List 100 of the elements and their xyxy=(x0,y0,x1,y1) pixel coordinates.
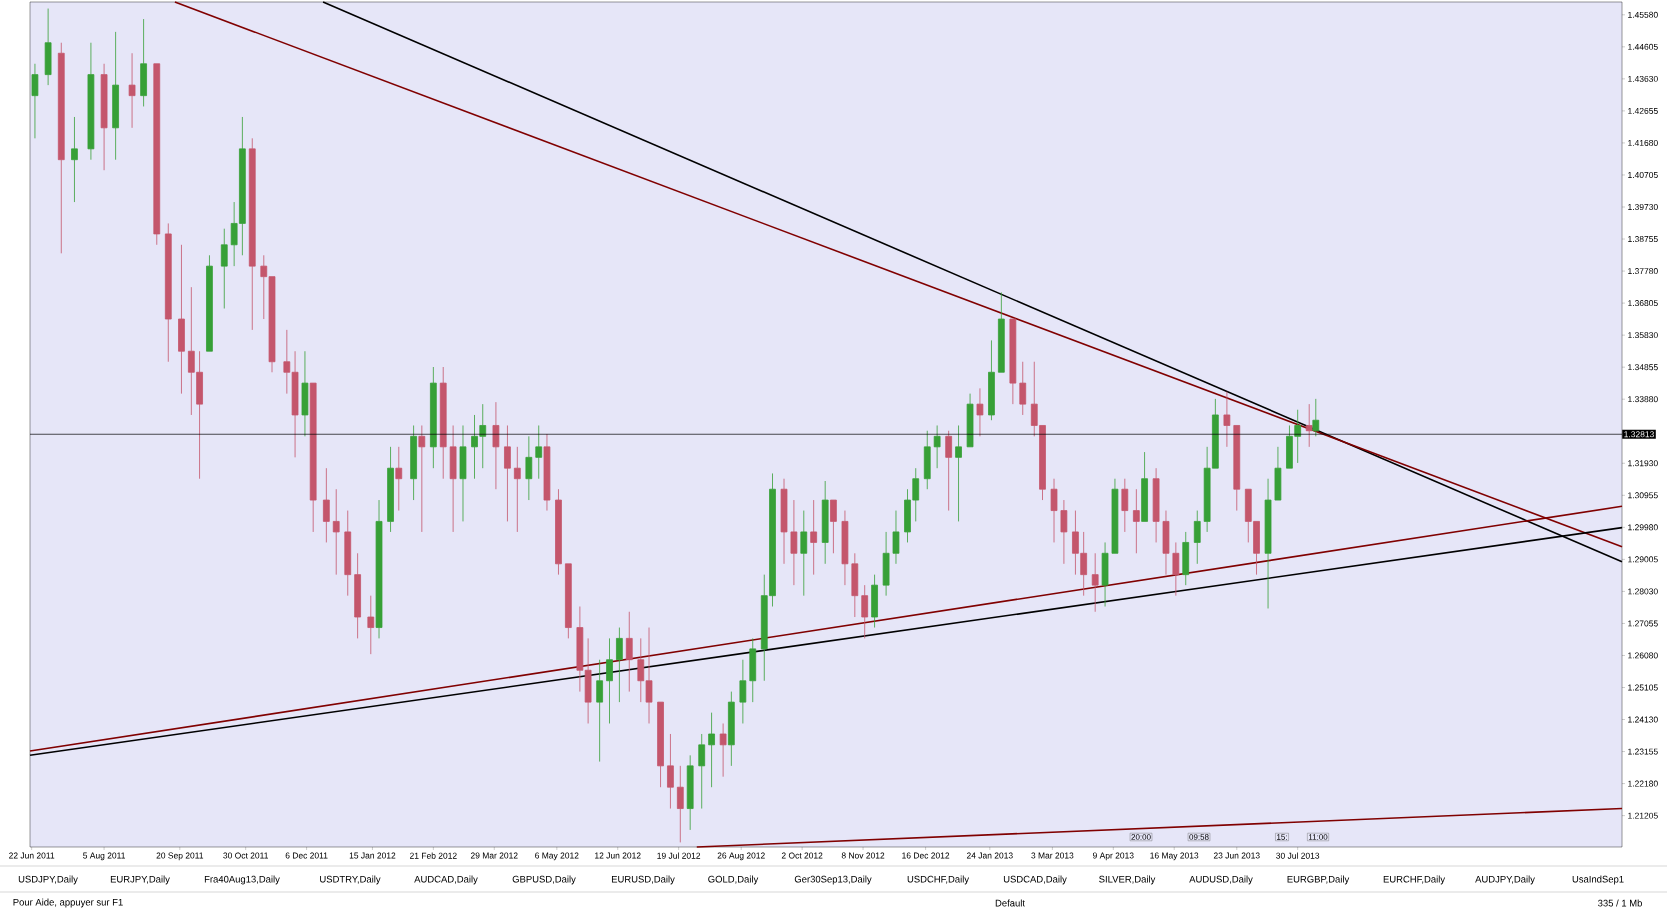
y-tick-label: 1.28030 xyxy=(1628,588,1658,595)
candlestick xyxy=(955,425,962,522)
text: 335 / 1 Mb xyxy=(1598,899,1642,907)
candlestick xyxy=(739,659,747,724)
candlestick xyxy=(1182,531,1190,586)
candlestick xyxy=(525,435,533,501)
text: AUDUSD,Daily xyxy=(1189,875,1253,885)
candlestick xyxy=(44,8,52,86)
text: SILVER,Daily xyxy=(1099,875,1156,885)
x-tick-label: 15 Jan 2012 xyxy=(349,852,396,859)
text: EURUSD,Daily xyxy=(611,875,675,885)
candlestick xyxy=(841,510,849,586)
candlestick xyxy=(780,478,788,565)
candlestick xyxy=(1121,478,1129,533)
x-tick-label: 6 Dec 2011 xyxy=(285,852,328,859)
candlestick xyxy=(367,595,375,655)
candlestick xyxy=(698,733,706,809)
y-tick-label: 1.40705 xyxy=(1628,171,1658,178)
candlestick xyxy=(178,244,185,395)
x-tick-label: 24 Jan 2013 xyxy=(966,852,1013,859)
candlestick xyxy=(100,63,108,171)
x-tick-label: 23 Jun 2013 xyxy=(1213,852,1260,859)
candlestick xyxy=(1050,478,1058,543)
candlestick xyxy=(87,42,95,161)
candlestick xyxy=(892,510,900,565)
text: USDTRY,Daily xyxy=(320,875,381,885)
y-tick-label: 1.25105 xyxy=(1628,684,1658,691)
candlestick xyxy=(513,446,521,533)
x-tick-label: 12 Jun 2012 xyxy=(595,852,641,859)
candlestick xyxy=(821,480,829,565)
y-tick-label: 1.31930 xyxy=(1628,460,1658,467)
candlestick xyxy=(800,510,808,597)
x-tick-label: 9 Apr 2013 xyxy=(1092,852,1134,861)
y-tick-label: 1.41680 xyxy=(1628,139,1658,146)
y-tick-label: 1.44605 xyxy=(1628,43,1658,50)
x-tick-label: 30 Jul 2013 xyxy=(1276,852,1320,859)
candlestick xyxy=(140,18,147,107)
candlestick xyxy=(933,425,941,469)
candlestick xyxy=(749,637,757,703)
text: UsaIndSep1 xyxy=(1572,875,1624,885)
text: USDJPY,Daily xyxy=(18,875,78,885)
candlestick xyxy=(164,223,172,363)
candlestick xyxy=(1162,510,1170,576)
candlestick xyxy=(686,754,694,831)
candlestick xyxy=(248,137,256,331)
ref-line-label: 1.32813 xyxy=(1624,431,1654,438)
x-tick-label: 5 Aug 2011 xyxy=(83,852,126,861)
candlestick xyxy=(332,488,340,576)
candlestick xyxy=(1060,499,1068,565)
candlestick xyxy=(555,488,562,576)
text: Fra40Aug13,Daily xyxy=(204,875,280,885)
y-tick-label: 1.36805 xyxy=(1628,300,1658,307)
text: Default xyxy=(995,899,1025,907)
x-tick-label: 29 Mar 2012 xyxy=(470,852,518,859)
y-tick-label: 1.45580 xyxy=(1628,11,1658,18)
candlestick xyxy=(606,637,613,724)
y-tick-label: 1.34855 xyxy=(1628,364,1658,371)
x-tick-label: 26 Aug 2012 xyxy=(717,852,765,861)
candlestick xyxy=(112,31,119,161)
y-tick-label: 1.43630 xyxy=(1628,75,1658,82)
candlestick xyxy=(418,425,426,533)
candlestick xyxy=(1223,391,1231,448)
candlestick xyxy=(596,659,603,762)
candlestick xyxy=(810,499,818,576)
candlestick xyxy=(535,425,543,480)
y-tick-label: 1.37780 xyxy=(1628,268,1658,275)
candlestick xyxy=(861,584,869,639)
y-tick-label: 1.23155 xyxy=(1628,748,1658,755)
candlestick xyxy=(71,116,78,203)
y-tick-label: 1.27055 xyxy=(1628,620,1658,627)
candlestick xyxy=(1091,552,1099,613)
candlestick xyxy=(429,366,437,469)
candlestick xyxy=(625,611,633,692)
y-tick-label: 1.39730 xyxy=(1628,204,1658,210)
y-tick-label: 1.35830 xyxy=(1628,332,1658,339)
candlestick xyxy=(31,63,39,139)
candlestick xyxy=(851,552,859,618)
y-tick-label: 1.26080 xyxy=(1628,652,1658,659)
x-tick-label: 16 May 2013 xyxy=(1150,852,1199,861)
candlestick xyxy=(543,433,551,511)
candlestick xyxy=(719,723,727,778)
x-tick-label: 2 Oct 2012 xyxy=(781,852,823,859)
candlestick xyxy=(882,531,890,597)
text: Ger30Sep13,Daily xyxy=(794,875,872,885)
x-tick-label: 6 May 2012 xyxy=(535,852,579,861)
text: EURJPY,Daily xyxy=(110,875,170,885)
candlestick xyxy=(790,499,798,586)
candlestick xyxy=(1019,361,1027,416)
candlestick xyxy=(395,446,403,511)
candlestick xyxy=(988,339,995,421)
x-tick-label: 20 Sep 2011 xyxy=(156,852,204,861)
x-tick-label: 3 Mar 2013 xyxy=(1031,852,1074,859)
candlestick xyxy=(1264,478,1272,609)
x-tick-label: 8 Nov 2012 xyxy=(841,852,885,859)
text: USDCAD,Daily xyxy=(1003,875,1067,885)
text: AUDCAD,Daily xyxy=(414,875,478,885)
candlestick xyxy=(1193,510,1201,565)
candlestick xyxy=(504,425,511,522)
text: EURGBP,Daily xyxy=(1287,875,1350,885)
x-tick-label: 22 Jun 2011 xyxy=(9,852,55,859)
